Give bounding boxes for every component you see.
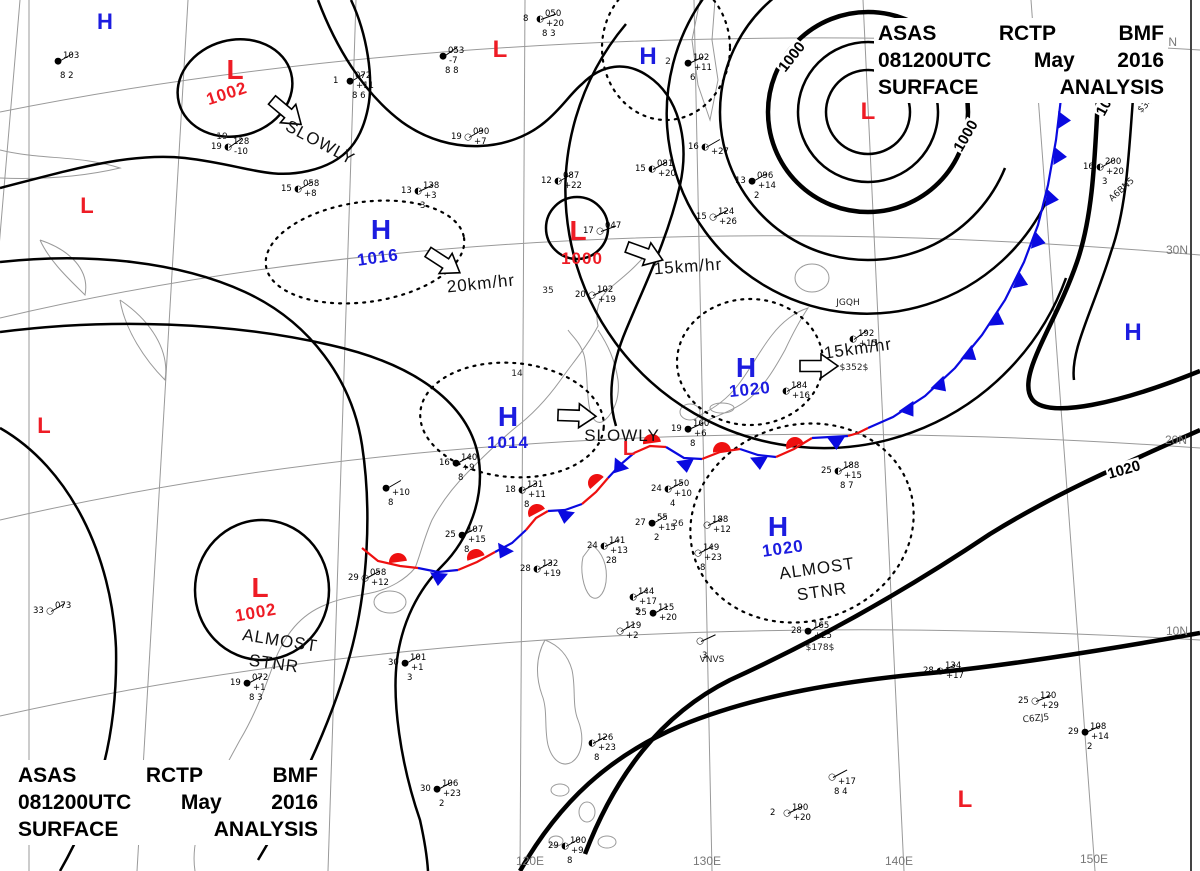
title-word: BMF (1118, 22, 1165, 45)
stationary-front-segment (633, 444, 667, 455)
cold-front-triangle (676, 458, 696, 475)
stationary-front-segment (847, 427, 869, 438)
stationary-front-segment (701, 447, 741, 461)
title-word: RCTP (145, 764, 204, 787)
cold-front-triangle (827, 436, 846, 451)
title-line-2: 081200UTC May 2016 (18, 789, 318, 816)
title-word: ANALYSIS (1059, 76, 1164, 99)
cold-front-triangle (1012, 271, 1032, 294)
title-line-3: SURFACE ANALYSIS (18, 816, 318, 843)
cold-front-triangle (930, 375, 953, 398)
title-word: ANALYSIS (213, 818, 318, 841)
dotted-change-contours (264, 0, 915, 624)
cold-front-triangle (960, 344, 982, 368)
title-word: May (180, 791, 222, 814)
title-word: SURFACE (18, 818, 119, 841)
stationary-front-segment (665, 446, 703, 461)
movement-arrow-icon (556, 402, 598, 430)
title-word: RCTP (998, 22, 1057, 45)
movement-arrow-icon (622, 234, 668, 273)
cold-front-triangle (1044, 189, 1061, 209)
title-word: ASAS (18, 764, 77, 787)
title-line-3: SURFACE ANALYSIS (878, 74, 1164, 101)
cold-front-triangle (428, 572, 448, 587)
cold-front-triangle (750, 456, 769, 471)
warm-front-semicircle (783, 434, 804, 450)
stationary-front-segment (811, 434, 849, 440)
title-word: 081200UTC (18, 791, 132, 814)
movement-arrow-icon (420, 241, 468, 284)
stationary-front-segment (525, 510, 549, 531)
cold-front-triangle (555, 509, 575, 526)
cold-front-triangle (1053, 147, 1068, 166)
cold-front-triangle (988, 310, 1009, 333)
coastlines (0, 0, 830, 871)
title-line-1: ASAS RCTP BMF (18, 762, 318, 789)
movement-arrow-icon (263, 90, 310, 135)
stationary-front-segment (775, 437, 813, 459)
stationary-front-segment (547, 502, 583, 513)
stationary-front-segment (581, 477, 609, 505)
title-word: 081200UTC (878, 49, 992, 72)
title-line-2: 081200UTC May 2016 (878, 47, 1164, 74)
title-word: BMF (272, 764, 319, 787)
title-block-bottom-left: ASAS RCTP BMF 081200UTC May 2016 SURFACE ANALYS… (14, 760, 322, 845)
title-block-top-right: ASAS RCTP BMF 081200UTC May 2016 SURFACE ANALYS… (874, 18, 1168, 103)
title-word: 2016 (1117, 49, 1164, 72)
stationary-front-segment (739, 447, 777, 459)
warm-front-semicircle (387, 551, 407, 564)
title-word: May (1033, 49, 1075, 72)
title-word: SURFACE (878, 76, 979, 99)
cold-front-line (867, 89, 1064, 430)
movement-arrow-icon (799, 353, 839, 379)
stationary-front-segment (457, 551, 496, 572)
title-word: ASAS (878, 22, 937, 45)
warm-front-semicircle (641, 432, 661, 445)
cold-front-triangle (898, 400, 921, 422)
stationary-front-segment (361, 547, 419, 570)
title-line-1: ASAS RCTP BMF (878, 20, 1164, 47)
cold-front-triangle (1057, 111, 1072, 130)
stationary-front-segment (417, 566, 459, 574)
title-word: 2016 (271, 791, 318, 814)
